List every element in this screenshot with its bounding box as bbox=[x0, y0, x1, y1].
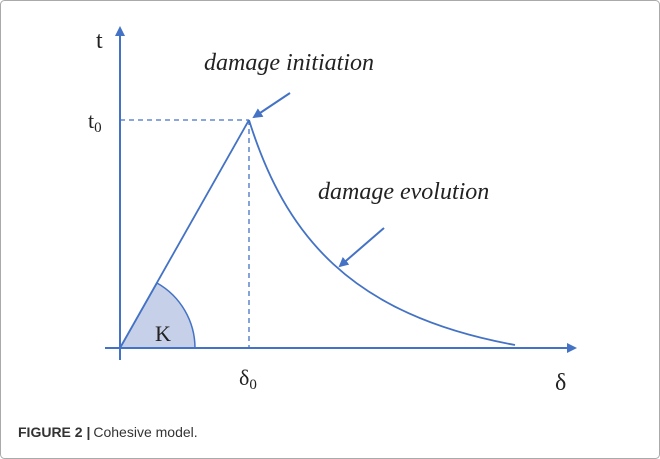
x-axis-label: δ bbox=[555, 370, 566, 396]
annotation: damage initiation bbox=[204, 50, 374, 76]
peak-traction-label: t0 bbox=[88, 108, 102, 136]
y-axis-label: t bbox=[96, 28, 103, 54]
peak-separation-label: δ0 bbox=[239, 365, 257, 393]
annotation: damage evolution bbox=[318, 179, 489, 205]
annotation-arrow bbox=[252, 92, 291, 119]
caption: FIGURE 2 | Cohesive model. bbox=[18, 424, 198, 440]
annotation-arrow bbox=[338, 227, 385, 268]
stiffness-sector bbox=[118, 281, 196, 349]
softening-branch bbox=[248, 119, 516, 346]
elastic-branch bbox=[119, 119, 250, 349]
stiffness-label: K bbox=[155, 321, 171, 346]
